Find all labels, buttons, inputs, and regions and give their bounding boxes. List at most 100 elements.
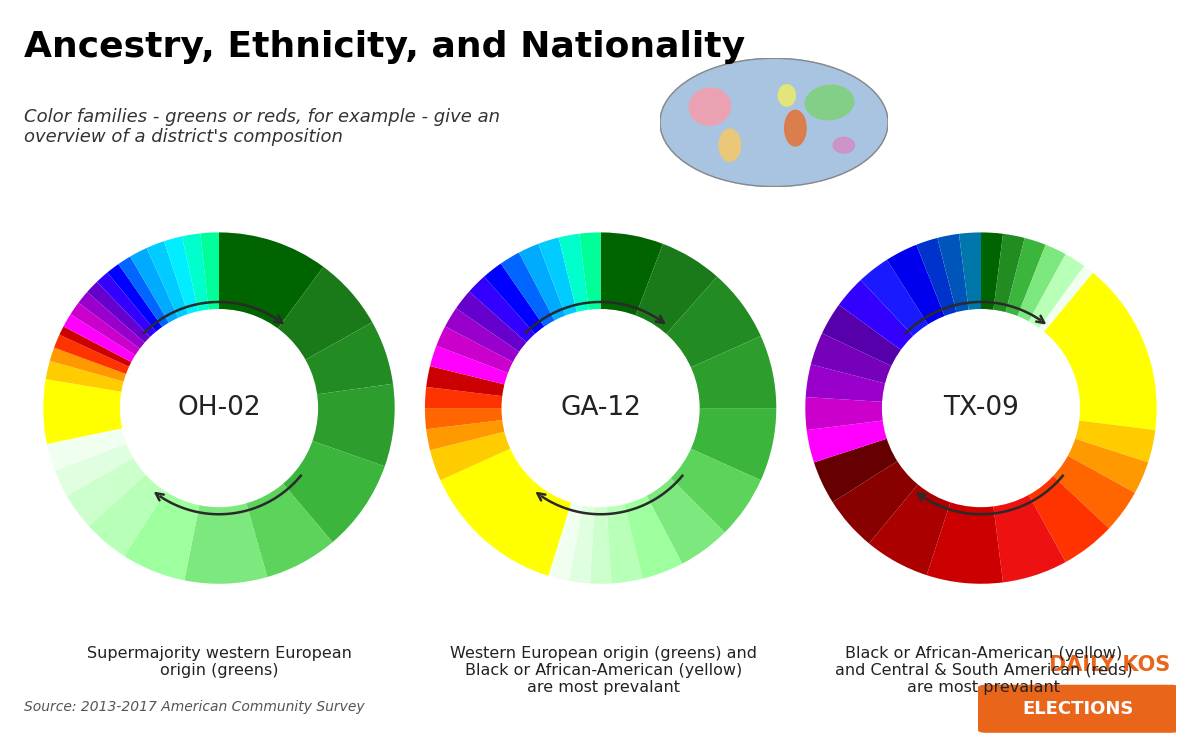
- Wedge shape: [822, 305, 901, 367]
- Wedge shape: [426, 420, 505, 450]
- Wedge shape: [548, 502, 583, 581]
- Wedge shape: [456, 292, 527, 352]
- Wedge shape: [55, 443, 133, 496]
- Wedge shape: [601, 232, 662, 316]
- Wedge shape: [690, 336, 776, 408]
- Ellipse shape: [785, 111, 806, 146]
- Text: TX-09: TX-09: [943, 395, 1019, 421]
- Wedge shape: [806, 421, 888, 462]
- Wedge shape: [119, 257, 169, 327]
- Wedge shape: [1028, 476, 1109, 562]
- Wedge shape: [47, 428, 127, 470]
- Text: DAILY KOS: DAILY KOS: [1050, 655, 1171, 675]
- Text: Source: 2013-2017 American Community Survey: Source: 2013-2017 American Community Sur…: [24, 700, 365, 714]
- Wedge shape: [1074, 421, 1156, 462]
- Wedge shape: [218, 232, 323, 329]
- Wedge shape: [49, 348, 127, 381]
- Wedge shape: [606, 504, 643, 583]
- Wedge shape: [78, 292, 145, 349]
- Wedge shape: [647, 478, 725, 564]
- Wedge shape: [97, 272, 156, 338]
- Wedge shape: [67, 457, 146, 526]
- FancyBboxPatch shape: [978, 685, 1178, 733]
- Wedge shape: [430, 346, 509, 384]
- Wedge shape: [994, 234, 1025, 313]
- Wedge shape: [200, 232, 218, 310]
- Wedge shape: [469, 277, 535, 343]
- Wedge shape: [805, 364, 886, 402]
- Text: Color families - greens or reds, for example - give an
overview of a district's : Color families - greens or reds, for exa…: [24, 108, 500, 146]
- Wedge shape: [590, 506, 611, 584]
- Wedge shape: [666, 277, 761, 368]
- Wedge shape: [89, 474, 166, 556]
- Wedge shape: [124, 491, 199, 580]
- Circle shape: [883, 309, 1079, 507]
- Wedge shape: [569, 505, 595, 583]
- Circle shape: [121, 309, 317, 507]
- Wedge shape: [130, 248, 179, 324]
- Wedge shape: [88, 282, 150, 343]
- Wedge shape: [1028, 255, 1085, 329]
- Text: Supermajority western European
origin (greens): Supermajority western European origin (g…: [88, 646, 352, 678]
- Wedge shape: [59, 326, 132, 367]
- Wedge shape: [839, 280, 913, 350]
- Wedge shape: [1006, 238, 1045, 317]
- Wedge shape: [558, 234, 589, 312]
- Text: Ancestry, Ethnicity, and Nationality: Ancestry, Ethnicity, and Nationality: [24, 30, 745, 64]
- Wedge shape: [1052, 456, 1135, 528]
- Circle shape: [503, 309, 698, 507]
- Wedge shape: [312, 384, 395, 467]
- Wedge shape: [185, 502, 268, 584]
- Wedge shape: [440, 448, 571, 576]
- Wedge shape: [430, 432, 511, 480]
- Ellipse shape: [779, 85, 796, 106]
- Wedge shape: [282, 441, 385, 542]
- Wedge shape: [164, 237, 198, 315]
- Wedge shape: [426, 366, 505, 396]
- Ellipse shape: [805, 85, 853, 119]
- Wedge shape: [182, 234, 209, 312]
- Wedge shape: [959, 232, 982, 310]
- Wedge shape: [624, 495, 683, 579]
- Text: Western European origin (greens) and
Black or African-American (yellow)
are most: Western European origin (greens) and Bla…: [450, 646, 757, 695]
- Wedge shape: [982, 232, 1003, 310]
- Wedge shape: [54, 335, 130, 374]
- Wedge shape: [518, 244, 565, 321]
- Wedge shape: [869, 484, 950, 575]
- Wedge shape: [1018, 245, 1066, 322]
- Text: Black or African-American (yellow)
and Central & South American (reds)
are most : Black or African-American (yellow) and C…: [835, 646, 1133, 695]
- Wedge shape: [437, 326, 514, 373]
- Wedge shape: [425, 387, 503, 408]
- Wedge shape: [71, 303, 140, 355]
- Wedge shape: [277, 267, 372, 360]
- Wedge shape: [937, 234, 968, 313]
- Ellipse shape: [660, 59, 888, 186]
- Wedge shape: [833, 461, 918, 543]
- Wedge shape: [539, 237, 577, 316]
- Ellipse shape: [719, 129, 740, 161]
- Wedge shape: [1067, 439, 1148, 493]
- Wedge shape: [246, 483, 332, 577]
- Wedge shape: [811, 333, 892, 384]
- Wedge shape: [1044, 273, 1157, 430]
- Wedge shape: [43, 379, 122, 444]
- Wedge shape: [860, 260, 929, 336]
- Ellipse shape: [689, 88, 731, 125]
- Text: ELECTIONS: ELECTIONS: [1022, 700, 1134, 718]
- Wedge shape: [580, 232, 601, 310]
- Wedge shape: [805, 397, 883, 430]
- Wedge shape: [305, 322, 392, 395]
- Wedge shape: [425, 408, 503, 430]
- Wedge shape: [887, 245, 944, 325]
- Wedge shape: [690, 408, 776, 480]
- Wedge shape: [146, 241, 188, 318]
- Wedge shape: [926, 502, 1003, 584]
- Wedge shape: [917, 238, 956, 317]
- Wedge shape: [636, 244, 718, 335]
- Wedge shape: [445, 309, 520, 362]
- Wedge shape: [484, 263, 545, 335]
- Wedge shape: [994, 494, 1066, 582]
- Wedge shape: [670, 448, 761, 532]
- Wedge shape: [814, 439, 898, 502]
- Ellipse shape: [833, 137, 854, 153]
